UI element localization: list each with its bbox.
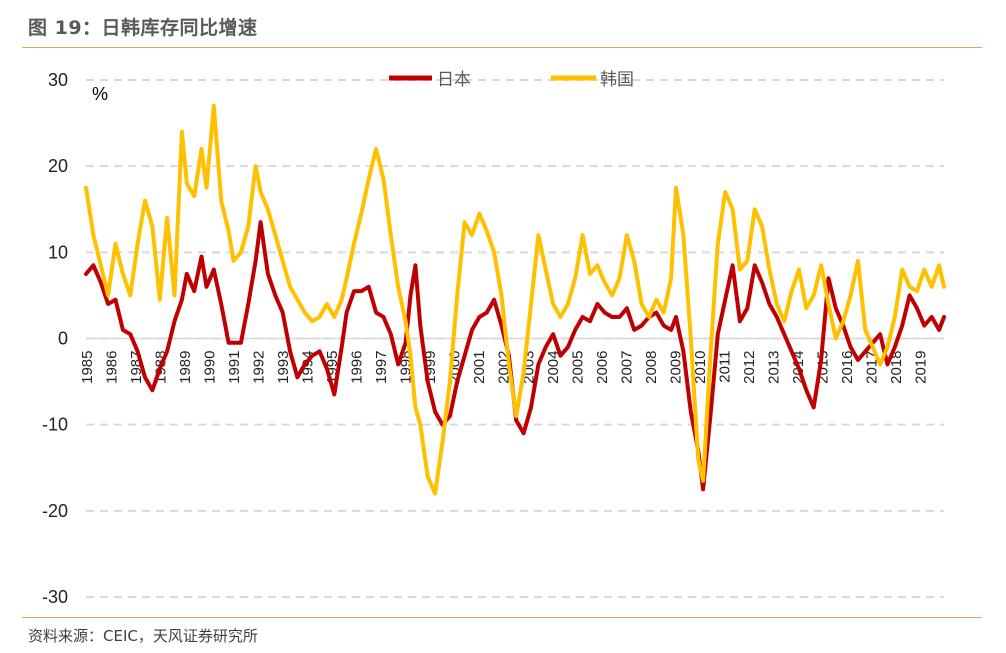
y-tick-label: 0: [58, 329, 68, 349]
x-tick-label: 2006: [594, 351, 611, 384]
y-axis-ticks: 30 20 10 0 -10 -20 -30: [42, 70, 68, 607]
series-lines: [84, 103, 946, 496]
y-tick-label: -20: [42, 501, 68, 521]
x-tick-label: 2018: [888, 351, 905, 384]
legend-label-japan: 日本: [437, 70, 471, 90]
x-tick-label: 2012: [741, 351, 758, 384]
y-tick-label: -30: [42, 587, 68, 607]
top-rule: [22, 47, 982, 48]
y-tick-label: -10: [42, 415, 68, 435]
legend-label-korea: 韩国: [600, 70, 634, 90]
x-tick-label: 2004: [545, 351, 562, 384]
x-tick-label: 2001: [471, 351, 488, 384]
legend: 日本 韩国: [389, 70, 634, 90]
y-tick-label: 20: [48, 156, 68, 176]
x-tick-label: 2019: [912, 351, 929, 384]
x-tick-label: 1985: [79, 351, 96, 384]
x-tick-label: 2016: [839, 351, 856, 384]
x-tick-label: 1996: [349, 351, 366, 384]
chart-title: 图 19：日韩库存同比增速: [28, 17, 258, 39]
series-line-korea: [84, 103, 946, 496]
y-axis-unit: %: [92, 84, 108, 104]
x-tick-label: 2005: [569, 351, 586, 384]
x-tick-label: 1997: [373, 351, 390, 384]
x-tick-label: 2013: [765, 351, 782, 384]
x-tick-label: 2009: [667, 351, 684, 384]
y-tick-label: 10: [48, 242, 68, 262]
x-tick-label: 2010: [692, 351, 709, 384]
x-tick-label: 2008: [643, 351, 660, 384]
x-tick-label: 2011: [716, 351, 733, 383]
x-tick-label: 1989: [177, 351, 194, 384]
bottom-rule: [22, 617, 982, 618]
x-tick-label: 1991: [226, 351, 243, 384]
x-tick-label: 1990: [202, 351, 219, 384]
y-tick-label: 30: [48, 70, 68, 90]
x-tick-label: 1994: [300, 351, 317, 384]
x-tick-label: 1993: [275, 351, 292, 384]
x-tick-label: 2007: [618, 351, 635, 384]
source-note: 资料来源：CEIC，天风证券研究所: [28, 627, 258, 645]
grid-lines: [86, 79, 944, 598]
x-tick-label: 1986: [104, 351, 121, 384]
x-tick-label: 1992: [251, 351, 268, 384]
